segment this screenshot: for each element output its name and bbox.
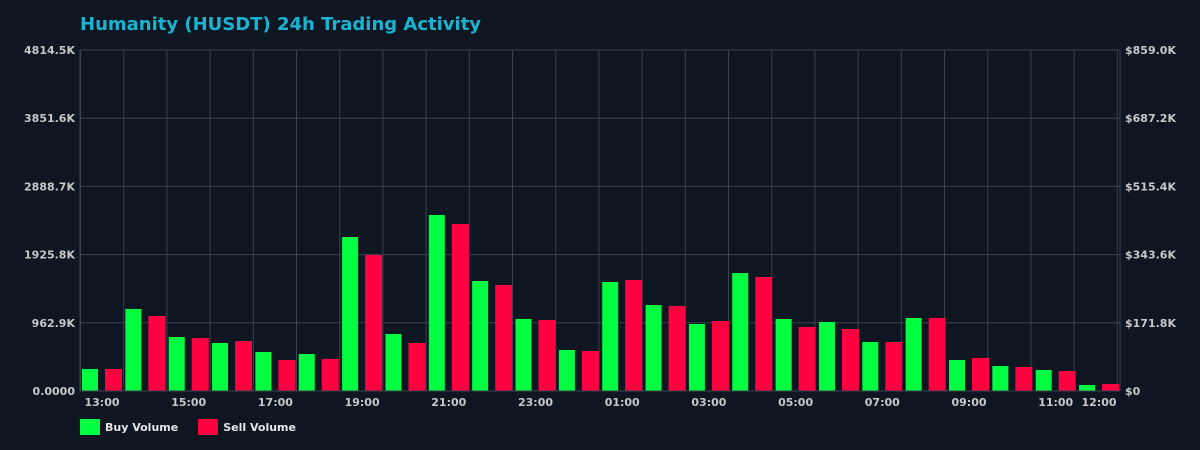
x-tick-label: 19:00 (345, 396, 380, 409)
y2-tick-label: $343.6K (1125, 249, 1176, 262)
buy-bar (298, 354, 315, 391)
buy-bar (125, 308, 142, 391)
buy-bar (385, 333, 402, 391)
buy-bar (949, 359, 965, 391)
y2-tick-label: $859.0K (1125, 44, 1176, 57)
legend-label-sell: Sell Volume (223, 420, 296, 434)
sell-bar (451, 223, 469, 391)
y2-tick-label: $687.2K (1125, 112, 1176, 125)
y2-tick-label: $515.4K (1125, 180, 1176, 193)
sell-bar (972, 357, 989, 391)
buy-bar (558, 349, 575, 391)
buy-bar (212, 342, 229, 391)
sell-bar (798, 326, 816, 391)
sell-swatch-icon (198, 419, 219, 435)
x-tick-label: 23:00 (518, 396, 553, 409)
sell-bar (1102, 383, 1120, 391)
x-tick-label: 17:00 (258, 396, 293, 409)
buy-bar (342, 237, 359, 391)
legend-label-buy: Buy Volume (105, 420, 179, 434)
buy-swatch-icon (80, 419, 100, 435)
buy-bar (992, 365, 1009, 391)
buy-bar (862, 341, 879, 391)
sell-bar (1058, 371, 1076, 391)
x-tick-label: 01:00 (605, 396, 640, 409)
sell-bar (191, 338, 209, 391)
sell-bar (755, 276, 773, 391)
buy-bar (82, 368, 98, 391)
sell-bar (538, 320, 556, 391)
y2-tick-label: $0 (1125, 385, 1141, 398)
buy-bar (602, 281, 619, 391)
x-tick-label: 13:00 (84, 396, 119, 409)
buy-bar (255, 351, 272, 391)
x-tick-label: 21:00 (431, 396, 466, 409)
buy-bar (818, 322, 835, 391)
sell-bar (841, 329, 859, 391)
sell-bar (1015, 366, 1033, 391)
buy-bar (428, 214, 445, 391)
x-tick-label: 07:00 (865, 396, 900, 409)
buy-bar (515, 318, 532, 391)
x-tick-label: 03:00 (691, 396, 726, 409)
y2-tick-label: $171.8K (1125, 317, 1176, 330)
sell-bar (235, 340, 253, 391)
buy-bar (905, 317, 922, 391)
sell-bar (278, 359, 296, 391)
buy-bar (1035, 369, 1052, 391)
x-tick-label: 11:00 (1038, 396, 1073, 409)
x-tick-label: 12:00 (1082, 396, 1117, 409)
x-tick-label: 05:00 (778, 396, 813, 409)
y-tick-label: 4814.5K (24, 44, 75, 57)
y-tick-label: 962.9K (32, 317, 76, 330)
chart-title: Humanity (HUSDT) 24h Trading Activity (80, 14, 482, 35)
buy-bar (1079, 384, 1096, 391)
buy-bar (732, 273, 749, 391)
sell-bar (105, 368, 122, 391)
legend: Buy Volume Sell Volume (80, 419, 296, 435)
buy-bar (775, 318, 792, 391)
buy-bar (688, 323, 705, 391)
x-tick-label: 09:00 (951, 396, 986, 409)
x-tick-label: 15:00 (171, 396, 206, 409)
sell-bar (321, 358, 339, 391)
y-tick-label: 0.0000 (33, 385, 76, 398)
sell-bar (711, 321, 729, 391)
sell-bar (885, 341, 903, 391)
sell-bar (668, 306, 686, 391)
sell-bar (625, 280, 643, 391)
y-tick-label: 2888.7K (24, 180, 75, 193)
buy-bar (168, 337, 185, 391)
sell-bar (495, 284, 513, 391)
sell-bar (408, 342, 426, 391)
buy-bar (645, 305, 662, 391)
y-tick-label: 1925.8K (24, 249, 75, 262)
y-tick-label: 3851.6K (24, 112, 75, 125)
legend-item-sell[interactable]: Sell Volume (198, 419, 296, 435)
sell-bar (928, 317, 946, 391)
sell-bar (365, 255, 383, 391)
legend-item-buy[interactable]: Buy Volume (80, 419, 178, 435)
sell-bar (148, 315, 166, 391)
buy-bar (472, 281, 489, 391)
sell-bar (581, 350, 599, 391)
